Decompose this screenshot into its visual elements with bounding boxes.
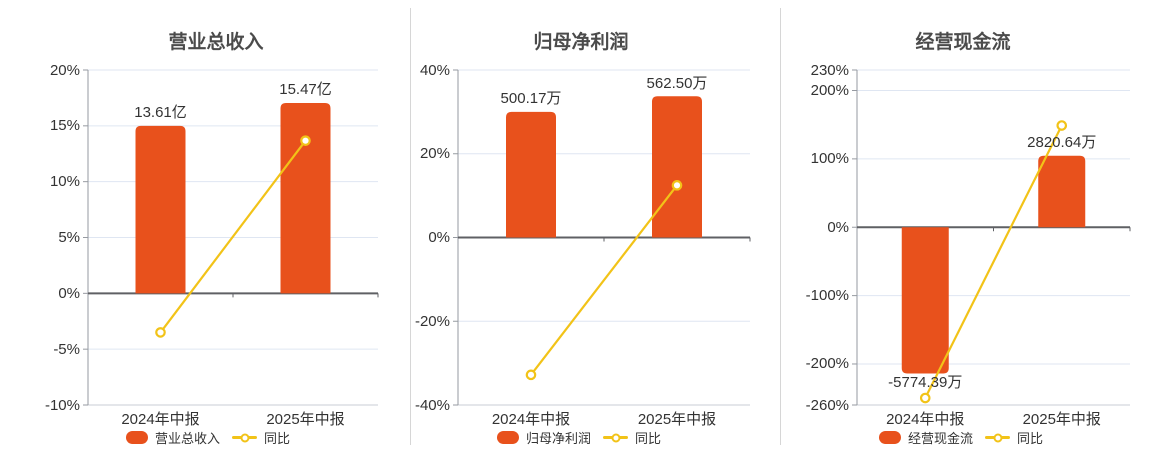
legend: 归母净利润 同比 bbox=[496, 428, 661, 447]
y-tick-label: -100% bbox=[805, 287, 849, 305]
y-tick-label: -200% bbox=[805, 355, 849, 373]
legend-label: 同比 bbox=[264, 431, 291, 446]
y-tick-label: 200% bbox=[810, 82, 849, 99]
yoy-marker-2025年中报[interactable] bbox=[300, 135, 311, 146]
y-tick-label: 0% bbox=[827, 218, 849, 236]
yoy-marker-2024年中报[interactable] bbox=[919, 392, 931, 404]
y-tick-label: 20% bbox=[419, 145, 450, 163]
line-swatch-icon bbox=[603, 431, 628, 444]
y-tick-label: 230% bbox=[810, 61, 849, 79]
legend-label: 同比 bbox=[635, 431, 662, 446]
bar-swatch-icon bbox=[496, 431, 519, 444]
y-tick-label: -260% bbox=[805, 396, 849, 414]
bar-2025年中报[interactable] bbox=[652, 96, 702, 238]
yoy-marker-2025年中报[interactable] bbox=[671, 180, 683, 191]
x-category-label: 2025年中报 bbox=[637, 411, 717, 428]
bar-value-label: -5774.39万 bbox=[888, 374, 963, 392]
chart-title: 归母净利润 bbox=[533, 31, 629, 53]
yoy-marker-2024年中报[interactable] bbox=[155, 327, 166, 338]
y-tick-label: -20% bbox=[414, 312, 450, 330]
legend: 营业总收入 同比 bbox=[125, 428, 290, 447]
legend: 经营现金流 同比 bbox=[878, 428, 1043, 447]
legend-label: 归母净利润 bbox=[525, 431, 591, 446]
y-tick-label: 20% bbox=[49, 61, 80, 79]
legend-item-line-series[interactable]: 同比 bbox=[603, 428, 661, 447]
legend-item-bar-series[interactable]: 营业总收入 bbox=[125, 428, 220, 447]
yoy-marker-2025年中报[interactable] bbox=[1056, 120, 1068, 131]
y-tick-label: 40% bbox=[419, 61, 450, 79]
bar-value-label: 13.61亿 bbox=[134, 104, 187, 122]
chart-title: 营业总收入 bbox=[168, 31, 264, 53]
line-swatch-icon bbox=[985, 431, 1010, 444]
x-category-label: 2025年中报 bbox=[1022, 411, 1101, 428]
yoy-line bbox=[159, 140, 307, 334]
bar-swatch-icon bbox=[125, 431, 148, 444]
y-tick-label: -5% bbox=[53, 340, 80, 358]
bar-2024年中报[interactable] bbox=[901, 227, 949, 374]
y-tick-label: 15% bbox=[49, 117, 80, 135]
legend-label: 营业总收入 bbox=[154, 431, 220, 446]
panel-divider bbox=[780, 8, 781, 445]
bar-value-label: 2820.64万 bbox=[1027, 134, 1097, 152]
yoy-line bbox=[530, 184, 678, 376]
y-tick-label: 5% bbox=[58, 229, 80, 246]
chart-title: 经营现金流 bbox=[915, 31, 1011, 53]
bar-2024年中报[interactable] bbox=[135, 125, 186, 294]
bar-value-label: 15.47亿 bbox=[279, 81, 332, 99]
line-swatch-icon bbox=[232, 431, 257, 444]
legend-label: 经营现金流 bbox=[907, 431, 973, 446]
x-category-label: 2024年中报 bbox=[886, 411, 965, 428]
y-tick-label: -10% bbox=[44, 396, 80, 414]
panel-divider bbox=[410, 8, 411, 445]
x-category-label: 2024年中报 bbox=[121, 411, 200, 428]
legend-label: 同比 bbox=[1017, 431, 1044, 446]
legend-item-line-series[interactable]: 同比 bbox=[985, 428, 1043, 447]
yoy-marker-2024年中报[interactable] bbox=[525, 369, 537, 381]
bar-2025年中报[interactable] bbox=[280, 102, 331, 294]
x-category-label: 2025年中报 bbox=[266, 411, 345, 428]
legend-item-bar-series[interactable]: 经营现金流 bbox=[878, 428, 973, 447]
bar-value-label: 562.50万 bbox=[646, 74, 708, 92]
bar-2024年中报[interactable] bbox=[506, 111, 556, 238]
y-tick-label: 100% bbox=[810, 150, 849, 168]
y-tick-label: 0% bbox=[428, 229, 450, 246]
x-category-label: 2024年中报 bbox=[491, 411, 571, 428]
y-tick-label: 0% bbox=[58, 284, 80, 302]
legend-item-line-series[interactable]: 同比 bbox=[232, 428, 290, 447]
y-tick-label: 10% bbox=[49, 173, 80, 191]
yoy-line bbox=[924, 125, 1063, 399]
bar-swatch-icon bbox=[878, 431, 901, 444]
legend-item-bar-series[interactable]: 归母净利润 bbox=[496, 428, 591, 447]
bar-value-label: 500.17万 bbox=[500, 90, 562, 108]
y-tick-label: -40% bbox=[414, 396, 450, 414]
bar-2025年中报[interactable] bbox=[1038, 155, 1086, 228]
